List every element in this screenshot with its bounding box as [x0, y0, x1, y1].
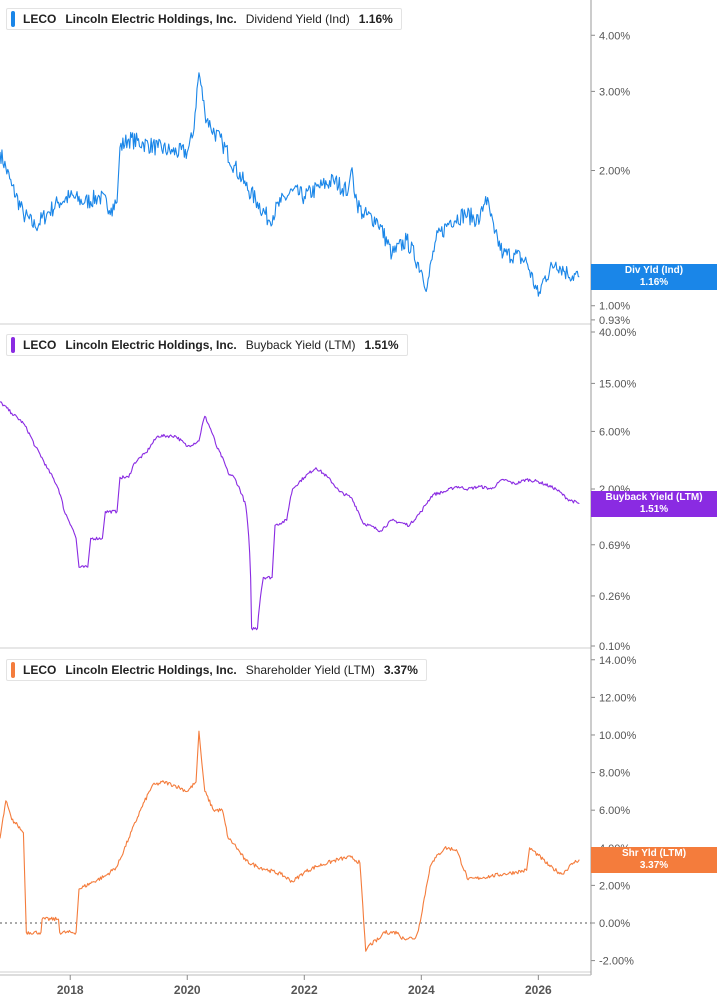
chart-legend: LECO Lincoln Electric Holdings, Inc. Share… — [6, 659, 427, 681]
legend-swatch — [11, 662, 15, 678]
y-tick-label: 0.26% — [599, 591, 630, 603]
y-tick-label: 6.00% — [599, 805, 630, 817]
legend-ticker: LECO — [23, 12, 57, 26]
x-tick-label: 2022 — [291, 983, 318, 997]
legend-company: Lincoln Electric Holdings, Inc. — [65, 338, 237, 352]
y-tick-label: -2.00% — [599, 956, 634, 968]
series-line — [0, 730, 580, 952]
current-value-badge: Div Yld (Ind) 1.16% — [591, 264, 717, 290]
legend-company: Lincoln Electric Holdings, Inc. — [65, 12, 237, 26]
y-tick-label: 1.00% — [599, 301, 630, 313]
badge-label: Buyback Yield (LTM) — [605, 492, 703, 503]
x-tick-label: 2020 — [174, 983, 201, 997]
chart-legend: LECO Lincoln Electric Holdings, Inc. Buyba… — [6, 334, 408, 356]
chart-legend: LECO Lincoln Electric Holdings, Inc. Divid… — [6, 8, 402, 30]
y-tick-label: 8.00% — [599, 768, 630, 780]
y-tick-label: 0.00% — [599, 918, 630, 930]
badge-label: Shr Yld (LTM) — [621, 848, 687, 859]
x-tick-label: 2018 — [57, 983, 84, 997]
legend-swatch — [11, 11, 15, 27]
y-tick-label: 0.93% — [599, 315, 630, 327]
y-tick-label: 3.00% — [599, 86, 630, 98]
y-tick-label: 14.00% — [599, 655, 637, 667]
legend-ticker: LECO — [23, 338, 57, 352]
x-tick-label: 2024 — [408, 983, 435, 997]
badge-value: 3.37% — [639, 860, 669, 871]
series-line — [0, 72, 580, 297]
legend-ticker: LECO — [23, 663, 57, 677]
y-tick-label: 10.00% — [599, 730, 637, 742]
y-tick-label: 0.10% — [599, 641, 630, 653]
legend-metric: Dividend Yield (Ind) — [245, 12, 350, 26]
current-value-badge: Buyback Yield (LTM) 1.51% — [591, 491, 717, 517]
y-tick-label: 15.00% — [599, 378, 637, 390]
x-tick-label: 2026 — [525, 983, 552, 997]
legend-company: Lincoln Electric Holdings, Inc. — [65, 663, 237, 677]
legend-value: 3.37% — [383, 663, 418, 677]
y-tick-label: 2.00% — [599, 880, 630, 892]
badge-label: Div Yld (Ind) — [624, 265, 684, 276]
y-tick-label: 2.00% — [599, 166, 630, 178]
y-tick-label: 4.00% — [599, 30, 630, 42]
legend-swatch — [11, 337, 15, 353]
badge-value: 1.51% — [639, 504, 669, 515]
y-tick-label: 6.00% — [599, 426, 630, 438]
series-line — [0, 401, 580, 631]
legend-value: 1.51% — [364, 338, 399, 352]
y-tick-label: 12.00% — [599, 692, 637, 704]
legend-metric: Shareholder Yield (LTM) — [245, 663, 375, 677]
legend-value: 1.16% — [358, 12, 393, 26]
y-tick-label: 0.69% — [599, 540, 630, 552]
legend-metric: Buyback Yield (LTM) — [245, 338, 356, 352]
badge-value: 1.16% — [639, 277, 669, 288]
current-value-badge: Shr Yld (LTM) 3.37% — [591, 847, 717, 873]
y-tick-label: 40.00% — [599, 327, 637, 339]
